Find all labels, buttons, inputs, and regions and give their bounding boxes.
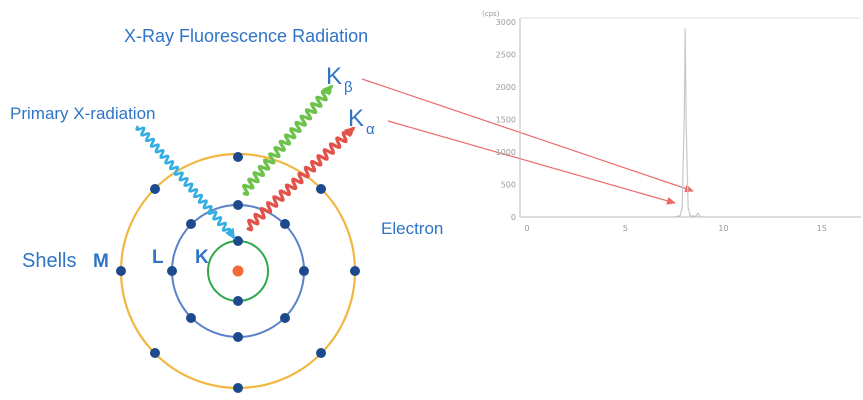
k-alpha-main: K xyxy=(348,105,364,132)
y-tick-label: 1000 xyxy=(496,148,516,157)
electron xyxy=(233,236,243,246)
y-tick-label: 3000 xyxy=(496,18,516,27)
y-tick-label: 500 xyxy=(501,181,516,190)
k-beta-main: K xyxy=(326,63,342,90)
k-beta-wave xyxy=(241,84,334,196)
shell-l-label: L xyxy=(152,247,164,268)
electron xyxy=(280,219,290,229)
electron xyxy=(116,266,126,276)
xrf-spectrum-chart: (cps) 0 500 1000 1500 2000 2500 3000 0 5 10 15 xyxy=(482,10,861,233)
electron xyxy=(233,200,243,210)
atom-model xyxy=(116,152,360,393)
k-alpha-wave xyxy=(246,126,356,232)
shell-m-label: M xyxy=(93,251,109,272)
y-tick-label: 1500 xyxy=(496,116,516,125)
k-beta-pointer-arrow xyxy=(361,78,694,193)
x-tick-labels: 0 5 10 15 xyxy=(524,224,826,233)
primary-xradiation-label: Primary X-radiation xyxy=(10,104,156,123)
y-unit-label: (cps) xyxy=(482,10,500,18)
electron-label: Electron xyxy=(381,219,443,238)
k-alpha-label: K α xyxy=(348,105,375,138)
electron xyxy=(186,313,196,323)
y-tick-label: 2500 xyxy=(496,51,516,60)
k-alpha-sub: α xyxy=(366,121,375,138)
y-tick-label: 2000 xyxy=(496,83,516,92)
shell-k-label: K xyxy=(195,247,209,268)
electron xyxy=(350,266,360,276)
electron xyxy=(186,219,196,229)
electron xyxy=(233,296,243,306)
x-tick-label: 5 xyxy=(623,224,628,233)
electron xyxy=(167,266,177,276)
y-tick-label: 0 xyxy=(511,213,516,222)
electron xyxy=(316,184,326,194)
title-label: X-Ray Fluorescence Radiation xyxy=(124,26,368,46)
spectrum-line xyxy=(527,28,861,218)
electron xyxy=(150,348,160,358)
electron xyxy=(233,383,243,393)
electron xyxy=(233,152,243,162)
electron xyxy=(299,266,309,276)
electron xyxy=(233,332,243,342)
nucleus xyxy=(232,265,244,277)
x-tick-label: 10 xyxy=(718,224,728,233)
electrons xyxy=(116,152,360,393)
electron xyxy=(316,348,326,358)
k-beta-label: K β xyxy=(326,63,353,96)
k-alpha-pointer-arrow xyxy=(387,120,676,205)
primary-xray-wave xyxy=(135,125,236,240)
y-tick-labels: 0 500 1000 1500 2000 2500 3000 xyxy=(496,18,516,222)
electron xyxy=(150,184,160,194)
x-tick-label: 15 xyxy=(817,224,827,233)
k-beta-sub: β xyxy=(344,79,353,96)
electron xyxy=(280,313,290,323)
shells-label: Shells xyxy=(22,250,76,272)
x-tick-label: 0 xyxy=(524,224,529,233)
